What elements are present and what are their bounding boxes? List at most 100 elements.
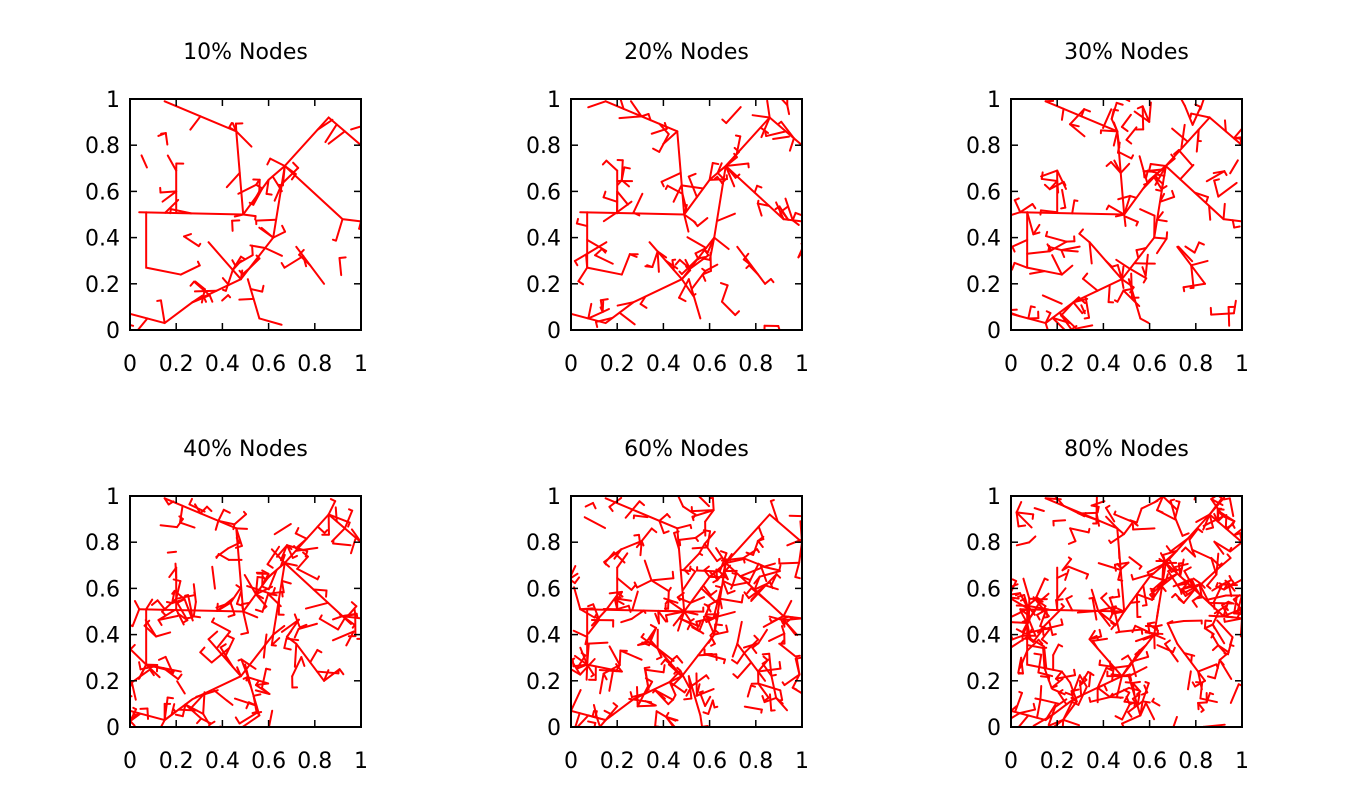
branch-edge [1034, 577, 1046, 601]
branch-edge [1174, 593, 1185, 604]
branch-edge [316, 525, 326, 534]
branch-edge [266, 545, 281, 566]
branch-edge [242, 610, 250, 634]
twig-edge [1078, 228, 1085, 235]
twig-edge [1160, 185, 1168, 191]
branch-edge [665, 715, 679, 722]
branch-edge [1177, 149, 1194, 167]
branch-edge [650, 127, 668, 135]
twig-edge [573, 576, 581, 585]
branch-edge [293, 642, 298, 668]
twig-edge [643, 666, 651, 670]
twig-edge [1108, 539, 1112, 544]
branch-edge [260, 686, 271, 695]
twig-edge [1224, 605, 1229, 612]
branch-edge [211, 620, 232, 633]
twig-edge [1170, 153, 1176, 160]
branch-edge [1011, 635, 1029, 648]
branch-edge [130, 681, 133, 690]
branch-edge [183, 235, 200, 248]
twig-edge [632, 211, 641, 217]
panel-title: 20% Nodes [624, 40, 749, 65]
branch-edge [233, 513, 248, 526]
twig-edge [294, 527, 300, 535]
y-tick-label: 0 [987, 319, 1001, 344]
twig-edge [1029, 305, 1036, 309]
branch-edge [688, 254, 710, 270]
twig-edge [184, 594, 190, 597]
branch-edge [264, 246, 283, 257]
branch-edge [650, 579, 670, 593]
twig-edge [745, 264, 751, 270]
branch-edge [683, 213, 690, 233]
twig-edge [1226, 553, 1232, 560]
twig-edge [591, 501, 597, 510]
branch-edge [145, 663, 161, 679]
branch-edge [1205, 170, 1226, 183]
twig-edge [1083, 676, 1088, 681]
twig-edge [169, 208, 172, 215]
branch-edge [587, 714, 597, 719]
branch-edge [1205, 594, 1227, 601]
branch-edge [1091, 637, 1109, 642]
branch-edge [283, 561, 298, 567]
twig-edge [1229, 643, 1235, 647]
twig-edge [719, 550, 728, 555]
twig-edge [587, 603, 595, 608]
branch-edge [279, 544, 288, 562]
twig-edge [571, 658, 575, 668]
twig-edge [1200, 709, 1205, 713]
y-tick-label: 0 [547, 319, 561, 344]
branch-edge [748, 264, 760, 276]
branch-edge [1060, 245, 1081, 252]
twig-edge [665, 614, 669, 623]
branch-edge [136, 317, 149, 330]
branch-edge [573, 586, 582, 611]
branch-edge [318, 617, 340, 631]
branch-edge [756, 202, 771, 207]
branch-edge [169, 208, 193, 215]
twig-edge [769, 617, 773, 623]
branch-edge [694, 530, 705, 539]
branch-edge [1032, 713, 1054, 727]
twig-edge [774, 205, 781, 211]
branch-edge [324, 123, 338, 144]
branch-edge [675, 655, 684, 664]
twig-edge [692, 513, 697, 519]
y-tick-label: 0.6 [85, 577, 120, 602]
branch-edge [1041, 294, 1063, 305]
twig-edge [1131, 680, 1141, 684]
branch-edge [1139, 208, 1156, 217]
x-tick-label: 0.2 [600, 749, 635, 774]
trunk-edge [579, 164, 802, 223]
twig-edge [1245, 602, 1250, 605]
branch-edge [1118, 628, 1143, 633]
branch-edge [1125, 695, 1131, 706]
branch-edge [724, 164, 737, 179]
twig-edge [1085, 573, 1090, 580]
twig-edge [1135, 220, 1139, 227]
x-tick-label: 1 [795, 352, 809, 377]
branch-edge [1013, 199, 1022, 214]
branch-edge [239, 269, 244, 281]
branch-edge [698, 613, 707, 633]
branch-edge [1060, 249, 1066, 259]
branch-edge [1096, 666, 1108, 689]
branch-edge [1139, 701, 1147, 717]
twig-edge [664, 184, 669, 190]
branch-edge [757, 659, 769, 673]
twig-edge [266, 563, 274, 569]
branch-edge [1221, 578, 1233, 586]
branch-edge [673, 531, 680, 551]
tree-edges [130, 100, 361, 330]
branch-edge [130, 648, 148, 666]
twig-edge [235, 602, 242, 607]
panel-title: 80% Nodes [1064, 437, 1189, 462]
twig-edge [1146, 571, 1151, 578]
twig-edge [781, 681, 786, 687]
branch-edge [251, 190, 261, 206]
branch-edge [630, 609, 645, 620]
branch-edge [676, 591, 685, 599]
branch-edge [593, 721, 597, 727]
branch-edge [261, 572, 270, 587]
